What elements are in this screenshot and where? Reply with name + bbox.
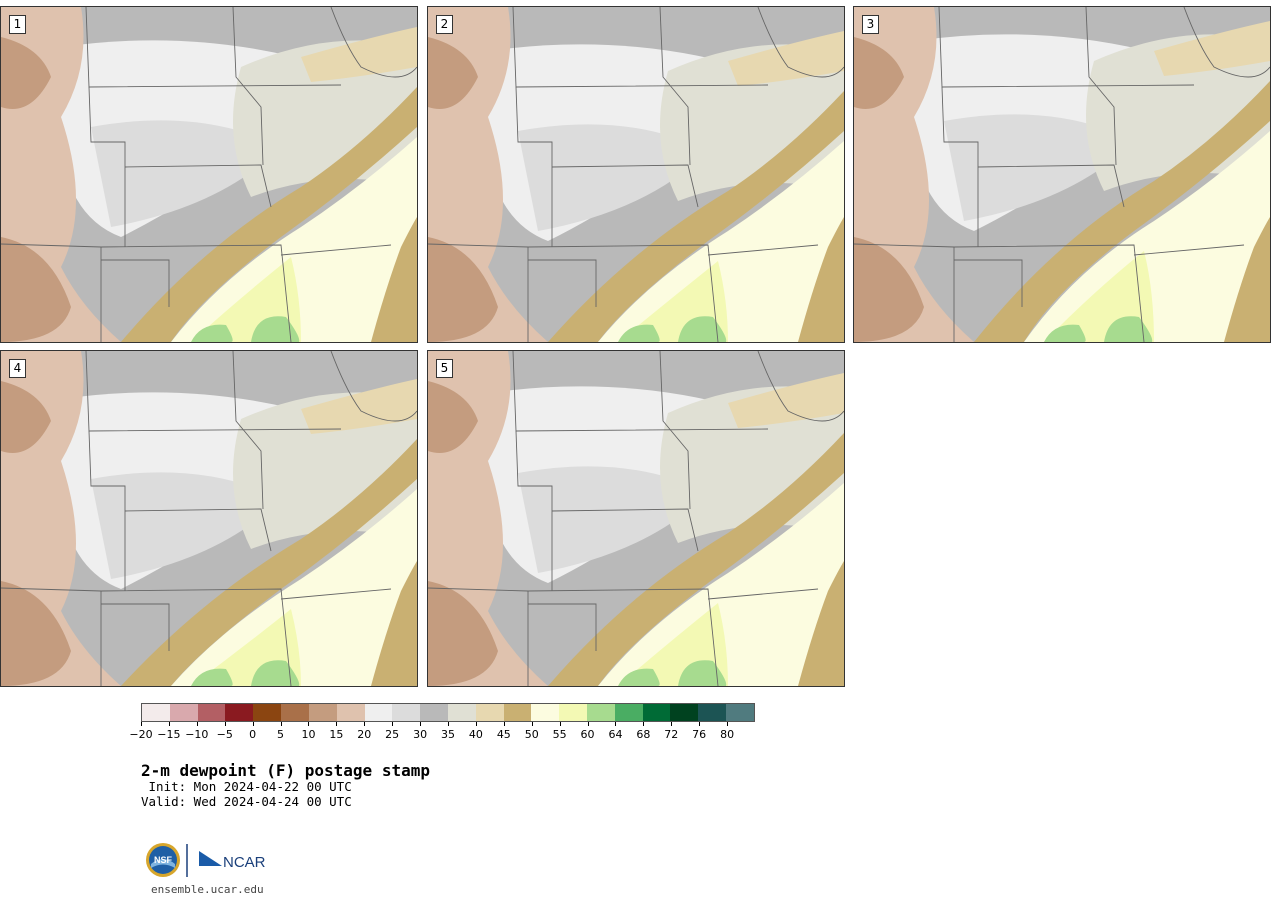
colorbar-tick-label: −20 [129, 728, 153, 741]
colorbar-tick [280, 722, 282, 726]
colorbar-tick [727, 722, 729, 726]
panel-label: 4 [9, 359, 26, 378]
panel-label: 5 [436, 359, 453, 378]
colorbar-swatch [253, 704, 282, 721]
colorbar-swatch [420, 704, 448, 721]
colorbar-tick-label: 45 [496, 728, 511, 741]
colorbar-tick-label: 30 [413, 728, 428, 741]
colorbar-tick [615, 722, 617, 726]
colorbar-tick [475, 722, 477, 726]
map-panel-4: 4 [0, 350, 418, 687]
colorbar-tick [141, 722, 142, 726]
colorbar-tick [699, 722, 701, 726]
colorbar-tick [587, 722, 589, 726]
colorbar-swatch [614, 704, 643, 721]
colorbar-tick [671, 722, 673, 726]
colorbar-tick [252, 722, 254, 726]
colorbar-tick [448, 722, 449, 726]
colorbar-tick [503, 722, 505, 726]
colorbar-tick [336, 722, 338, 726]
colorbar-tick [224, 722, 226, 726]
colorbar-tick-label: 76 [692, 728, 707, 741]
colorbar-tick-label: 10 [301, 728, 316, 741]
colorbar-swatch [531, 704, 560, 721]
colorbar-tick-label: 68 [636, 728, 651, 741]
colorbar-tick-label: 60 [580, 728, 595, 741]
nsf-ncar-logo: NSF NCAR [144, 842, 274, 882]
colorbar-swatch [670, 704, 699, 721]
panel-label: 2 [436, 15, 453, 34]
colorbar-tick [308, 722, 310, 726]
map-panel-2: 2 [427, 6, 845, 343]
colorbar-tick-label: 55 [552, 728, 567, 741]
plot-title: 2-m dewpoint (F) postage stamp [141, 761, 430, 780]
colorbar-swatch [225, 704, 254, 721]
colorbar-tick [392, 722, 394, 726]
colorbar-tick-label: 40 [468, 728, 483, 741]
colorbar-swatch [336, 704, 365, 721]
colorbar-tick-label: 20 [357, 728, 372, 741]
colorbar-swatch [726, 704, 754, 721]
map-panel-1: 1 [0, 6, 418, 343]
colorbar-swatch [392, 704, 421, 721]
colorbar-swatch [281, 704, 309, 721]
colorbar-tick [364, 722, 366, 726]
colorbar-swatch [698, 704, 727, 721]
colorbar-tick-label: −5 [216, 728, 233, 741]
colorbar-tick [420, 722, 422, 726]
map-panel-5: 5 [427, 350, 845, 687]
colorbar-swatch [475, 704, 504, 721]
site-url: ensemble.ucar.edu [151, 883, 264, 896]
panel-label: 1 [9, 15, 26, 34]
colorbar-swatch [559, 704, 587, 721]
colorbar-tick-label: 5 [277, 728, 285, 741]
colorbar-swatch [169, 704, 198, 721]
panel-label: 3 [862, 15, 879, 34]
svg-text:NSF: NSF [154, 855, 173, 865]
colorbar-tick-label: 25 [385, 728, 400, 741]
valid-time: Valid: Wed 2024-04-24 00 UTC [141, 794, 352, 809]
colorbar-swatch [503, 704, 532, 721]
colorbar-tick-label: 35 [441, 728, 455, 741]
colorbar-tick-label: 0 [249, 728, 257, 741]
colorbar-tick [196, 722, 198, 726]
colorbar-swatch [308, 704, 337, 721]
colorbar-swatch [447, 704, 476, 721]
colorbar-ticks: −20 −15 −10 −5 0 5 10 15 20 25 30 35 40 45 50 55 60 64 68 7… [129, 722, 755, 742]
colorbar-swatch [587, 704, 615, 721]
colorbar-tick [531, 722, 533, 726]
map-panel-3: 3 [853, 6, 1271, 343]
init-time: Init: Mon 2024-04-22 00 UTC [141, 779, 352, 794]
colorbar-tick-label: 80 [720, 728, 735, 741]
colorbar-tick-label: 50 [524, 728, 539, 741]
colorbar-swatch [197, 704, 226, 721]
colorbar-tick [168, 722, 170, 726]
colorbar-tick-label: 15 [329, 728, 344, 741]
colorbar-swatch [364, 704, 393, 721]
colorbar-tick [559, 722, 561, 726]
colorbar-tick-label: 64 [608, 728, 623, 741]
svg-text:NCAR: NCAR [223, 854, 266, 871]
colorbar-swatch [142, 704, 170, 721]
colorbar-tick-label: 72 [664, 728, 679, 741]
colorbar-tick [643, 722, 645, 726]
colorbar-tick-label: −10 [185, 728, 209, 741]
colorbar-tick-label: −15 [157, 728, 181, 741]
colorbar [141, 703, 755, 722]
colorbar-swatch [642, 704, 671, 721]
